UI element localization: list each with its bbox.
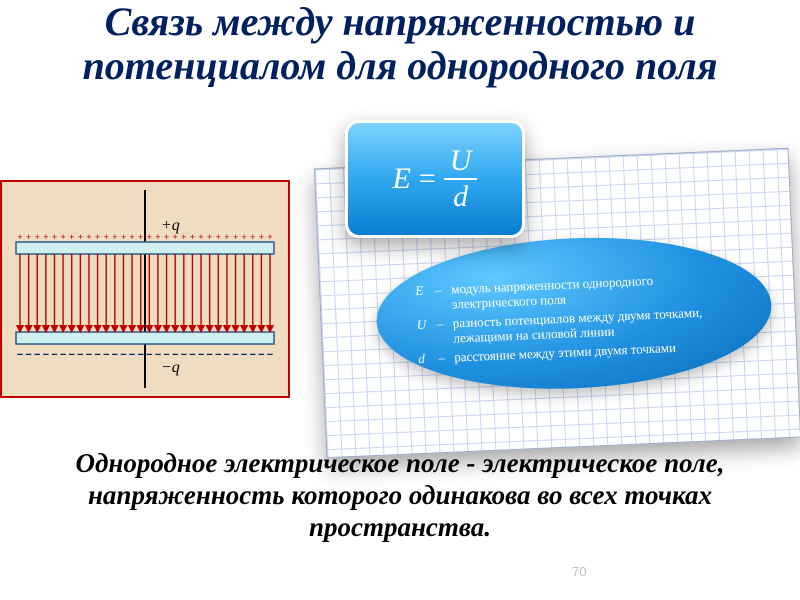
legend-dash: – [438,350,449,366]
svg-text:−: − [51,349,57,361]
svg-text:−: − [34,349,40,361]
legend-dash: – [435,281,446,297]
legend-dash: – [436,316,447,332]
svg-text:−: − [189,349,195,361]
svg-text:+: + [95,232,100,242]
svg-text:+: + [233,232,238,242]
svg-text:−: − [137,349,143,361]
svg-text:−: − [25,349,31,361]
svg-text:−: − [241,349,247,361]
svg-text:−: − [250,349,256,361]
svg-text:+: + [259,232,264,242]
svg-text:−: − [94,349,100,361]
svg-text:−: − [120,349,126,361]
svg-text:−: − [181,349,187,361]
svg-text:+: + [267,232,272,242]
definition-text: Однородное электрическое поле - электрич… [0,448,800,544]
svg-text:+: + [207,232,212,242]
svg-text:+: + [121,232,126,242]
svg-text:+: + [181,232,186,242]
svg-text:−: − [43,349,49,361]
capacitor-diagram: ++++++++++++++++++++++++++++++−−−−−−−−−−… [0,180,290,398]
svg-text:+: + [216,232,221,242]
svg-text:+: + [198,232,203,242]
svg-text:+: + [43,232,48,242]
svg-text:−: − [258,349,264,361]
svg-text:−: − [69,349,75,361]
svg-text:−: − [112,349,118,361]
svg-text:+: + [86,232,91,242]
svg-text:+: + [155,232,160,242]
svg-text:+: + [60,232,65,242]
svg-text:−: − [267,349,273,361]
page-number: 70 [572,564,586,579]
slide-title: Связь между напряженностью и потенциалом… [0,0,800,88]
svg-text:+: + [129,232,134,242]
svg-text:+: + [17,232,22,242]
svg-text:−q: −q [161,359,180,376]
svg-text:−: − [146,349,152,361]
svg-text:+: + [78,232,83,242]
svg-text:+: + [147,232,152,242]
formula-card: E = U d [345,120,525,238]
svg-text:+: + [190,232,195,242]
legend-symbol: d [418,350,433,366]
svg-text:−: − [60,349,66,361]
definition-lead: Однородное электрическое поле [75,448,459,478]
svg-text:−: − [206,349,212,361]
svg-text:+: + [69,232,74,242]
svg-text:+: + [52,232,57,242]
svg-text:+: + [242,232,247,242]
svg-text:+: + [112,232,117,242]
svg-text:−: − [215,349,221,361]
svg-text:+: + [138,232,143,242]
svg-text:+: + [250,232,255,242]
formula-numerator: U [444,144,478,180]
svg-text:−: − [198,349,204,361]
svg-text:+: + [35,232,40,242]
formula-denominator: d [447,180,474,214]
formula: E = U d [393,144,478,214]
svg-text:−: − [86,349,92,361]
legend-ellipse: E–модуль напряженности однородного элект… [373,230,774,397]
svg-text:+: + [224,232,229,242]
formula-fraction: U d [444,144,478,214]
svg-text:−: − [129,349,135,361]
formula-lhs: E [393,162,411,196]
legend-symbol: E [415,282,430,298]
legend-symbol: U [416,316,431,332]
formula-eq: = [419,162,436,196]
svg-text:+: + [26,232,31,242]
svg-text:+q: +q [161,217,180,234]
svg-text:−: − [232,349,238,361]
svg-text:−: − [17,349,23,361]
middle-region: E–модуль напряженности однородного элект… [0,180,800,440]
svg-text:−: − [224,349,230,361]
svg-text:−: − [77,349,83,361]
svg-text:+: + [104,232,109,242]
diagram-svg: ++++++++++++++++++++++++++++++−−−−−−−−−−… [2,182,288,396]
svg-text:−: − [103,349,109,361]
